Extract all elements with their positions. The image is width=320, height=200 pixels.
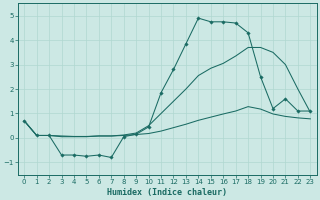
X-axis label: Humidex (Indice chaleur): Humidex (Indice chaleur) [107, 188, 227, 197]
